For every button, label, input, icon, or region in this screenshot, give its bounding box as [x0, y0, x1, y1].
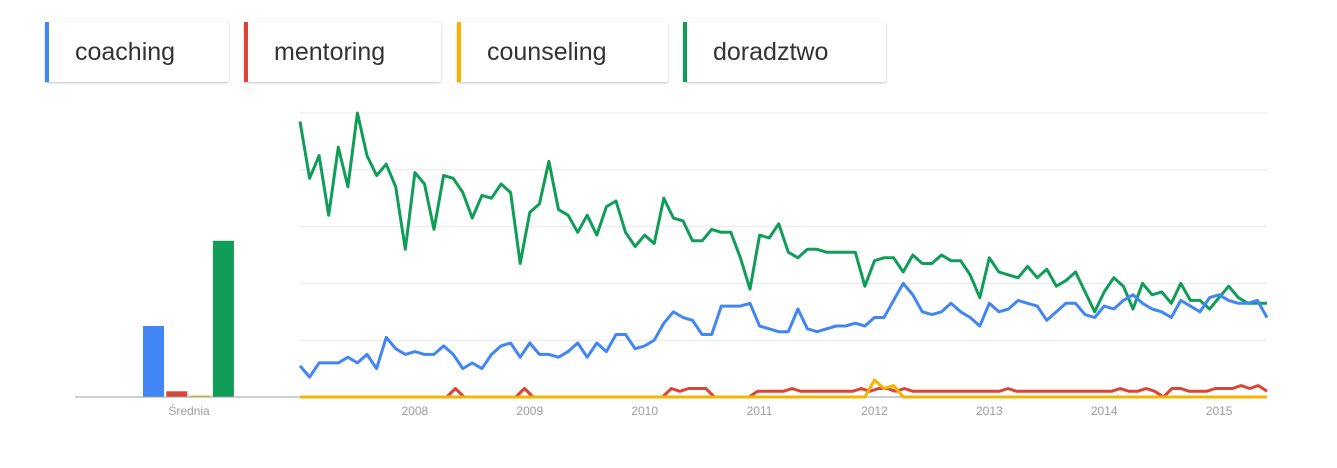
legend-label-coaching: coaching: [75, 38, 176, 66]
legend-chip-mentoring[interactable]: mentoring: [244, 22, 441, 82]
series-lines: [298, 111, 1269, 399]
series-line-counseling[interactable]: [300, 378, 1267, 399]
x-tick-2013: 2013: [976, 404, 1003, 418]
legend-label-mentoring: mentoring: [274, 38, 386, 66]
legend-chip-coaching[interactable]: coaching: [45, 22, 229, 82]
series-line-coaching[interactable]: [298, 281, 1269, 379]
legend-color-mentoring: [244, 22, 248, 82]
legend-chip-counseling[interactable]: counseling: [457, 22, 668, 82]
average-bar-coaching[interactable]: [143, 326, 164, 397]
legend-label-counseling: counseling: [487, 38, 607, 66]
legend-label-doradztwo: doradztwo: [713, 38, 829, 66]
legend-color-doradztwo: [683, 22, 687, 82]
average-axis-label: Średnia: [168, 403, 210, 418]
x-tick-2010: 2010: [631, 404, 658, 418]
x-tick-2008: 2008: [402, 404, 429, 418]
legend-color-counseling: [457, 22, 461, 82]
x-tick-2012: 2012: [861, 404, 888, 418]
x-tick-2011: 2011: [747, 404, 773, 418]
x-tick-2009: 2009: [516, 404, 543, 418]
average-bars: [143, 240, 234, 398]
legend-chip-doradztwo[interactable]: doradztwo: [683, 22, 886, 82]
grid-lines: [300, 112, 1267, 341]
x-tick-2014: 2014: [1091, 404, 1118, 418]
average-bar-mentoring[interactable]: [166, 391, 188, 397]
series-line-doradztwo[interactable]: [298, 111, 1267, 314]
x-axis-ticks: 2008 2009 2010 2011 2012 2013 2014 2015: [402, 404, 1233, 418]
legend-color-coaching: [45, 22, 49, 82]
average-bar-doradztwo[interactable]: [212, 240, 234, 397]
x-tick-2015: 2015: [1206, 404, 1233, 418]
series-line-mentoring[interactable]: [300, 384, 1268, 399]
average-bar-counseling[interactable]: [189, 395, 211, 398]
